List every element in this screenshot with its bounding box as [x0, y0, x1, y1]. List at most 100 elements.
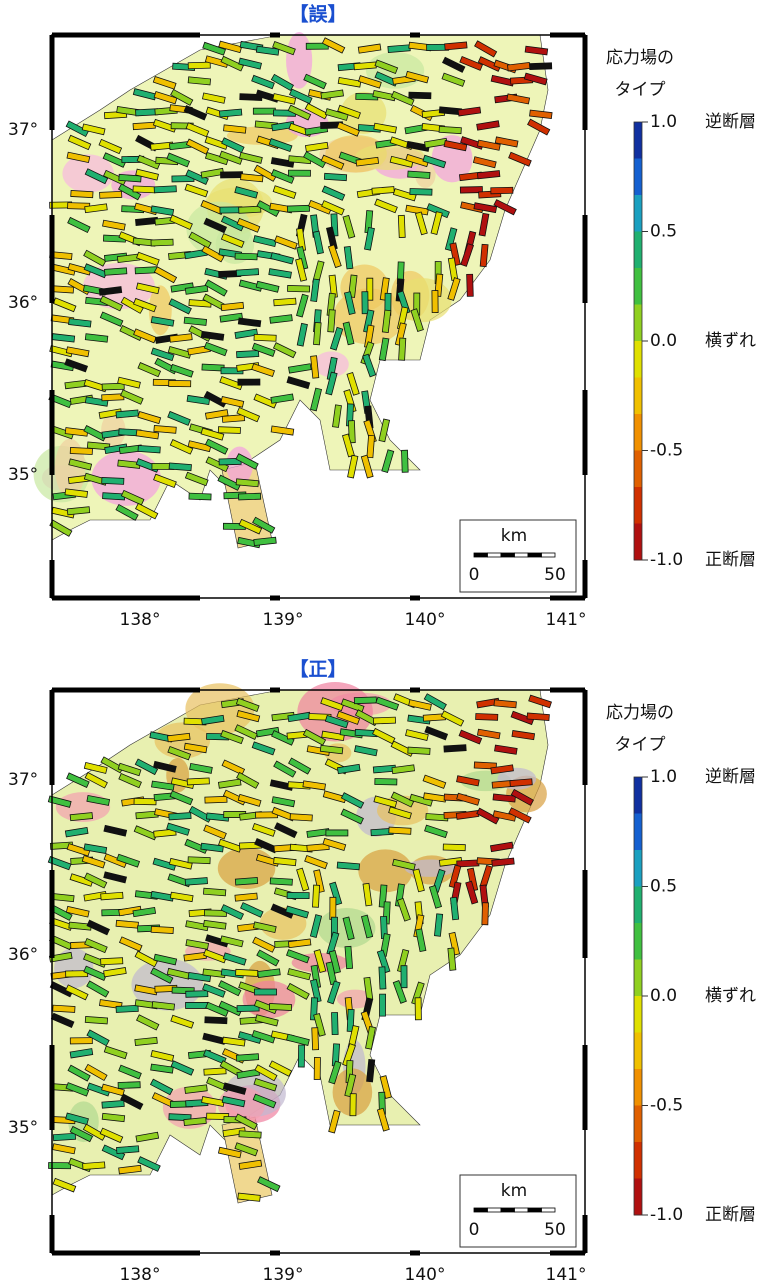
stress-glyph: [234, 328, 259, 339]
stress-glyph: [508, 151, 532, 167]
stress-glyph: [220, 396, 245, 408]
stress-glyph: [184, 1084, 208, 1094]
stress-glyph: [153, 473, 177, 489]
stress-glyph: [187, 61, 211, 70]
stress-glyph: [415, 928, 427, 953]
stress-glyph: [309, 978, 322, 1003]
stress-glyph: [152, 760, 177, 773]
lat-label: 35°: [8, 465, 38, 485]
scale-start: 0: [469, 565, 480, 585]
stress-glyph: [84, 1063, 108, 1082]
stress-glyph: [65, 1112, 89, 1126]
stress-glyph: [320, 89, 344, 100]
stress-glyph: [456, 775, 480, 787]
legend-title: タイプ: [615, 80, 666, 100]
stress-glyph: [99, 1127, 124, 1144]
stress-glyph: [201, 92, 226, 104]
stress-glyph: [252, 1093, 277, 1109]
stress-glyph: [288, 363, 312, 374]
stress-glyph: [183, 105, 208, 121]
stress-glyph: [222, 1082, 247, 1095]
stress-glyph: [252, 516, 276, 534]
stress-glyph: [481, 902, 489, 926]
stress-glyph: [83, 872, 108, 889]
colorbar-step: [634, 959, 642, 997]
stress-glyph: [86, 1029, 110, 1047]
stress-glyph: [363, 309, 375, 334]
stress-glyph: [362, 353, 377, 378]
stress-glyph: [64, 488, 89, 498]
stress-glyph: [137, 1156, 161, 1172]
stress-glyph: [379, 277, 390, 301]
stress-glyph: [457, 106, 482, 117]
stress-glyph: [405, 729, 429, 742]
stress-glyph: [236, 407, 261, 423]
stress-glyph: [493, 199, 517, 216]
scale-unit: km: [501, 526, 527, 546]
stress-glyph: [115, 919, 139, 929]
stress-glyph: [449, 242, 461, 267]
stress-glyph: [83, 761, 108, 774]
stress-glyph: [103, 967, 127, 978]
stress-glyph: [170, 282, 194, 293]
stress-glyph: [331, 1012, 339, 1036]
stress-glyph: [397, 214, 406, 238]
stress-glyph: [169, 333, 193, 343]
stress-glyph: [217, 980, 242, 997]
stress-glyph: [304, 102, 329, 120]
stress-glyph: [234, 252, 258, 261]
stress-glyph: [168, 1113, 192, 1122]
stress-glyph: [135, 282, 160, 295]
stress-glyph: [253, 393, 278, 409]
stress-glyph: [270, 393, 294, 404]
stress-glyph: [235, 268, 260, 277]
lat-label: 37°: [8, 120, 38, 140]
stress-glyph: [366, 277, 374, 301]
lon-label: 140°: [405, 610, 446, 630]
stress-glyph: [492, 810, 517, 822]
stress-glyph: [412, 868, 425, 893]
stress-glyph: [296, 322, 308, 347]
stress-glyph: [390, 90, 415, 107]
stress-glyph: [120, 1093, 144, 1111]
stress-glyph: [118, 936, 143, 952]
stress-glyph: [443, 744, 467, 753]
stress-glyph: [238, 57, 262, 70]
stress-glyph: [388, 806, 412, 820]
stress-glyph: [185, 122, 210, 138]
stress-glyph: [493, 699, 517, 709]
lon-label: 139°: [263, 1265, 304, 1283]
stress-glyph: [272, 185, 297, 200]
stress-glyph: [220, 301, 245, 312]
stress-glyph: [184, 877, 208, 886]
colorbar-step: [634, 1069, 642, 1106]
stress-glyph: [220, 233, 245, 248]
stress-glyph: [186, 777, 210, 786]
lat-label: 36°: [8, 293, 38, 313]
stress-glyph: [374, 778, 398, 786]
stress-glyph: [84, 203, 108, 214]
stress-glyph: [234, 186, 259, 199]
stress-glyph: [389, 155, 414, 168]
stress-glyph: [396, 897, 411, 922]
stress-glyph: [133, 328, 157, 344]
stress-glyph: [473, 202, 498, 214]
stress-glyph: [268, 268, 292, 279]
stress-glyph: [221, 759, 246, 776]
stress-glyph: [84, 396, 109, 407]
lat-label: 37°: [8, 770, 38, 790]
stress-glyph: [324, 714, 349, 729]
stress-glyph: [185, 920, 209, 932]
stress-glyph: [188, 231, 212, 249]
stress-glyph: [204, 795, 228, 804]
stress-glyph: [84, 771, 108, 789]
stress-glyph: [117, 762, 142, 777]
stress-glyph: [150, 1050, 175, 1062]
stress-glyph: [98, 286, 123, 296]
stress-glyph: [252, 921, 277, 934]
stress-glyph: [376, 1107, 390, 1132]
lon-label: 141°: [546, 1265, 587, 1283]
colorbar-label: 0.0: [650, 331, 677, 351]
scale-segment: [527, 1207, 542, 1213]
stress-glyph: [448, 931, 461, 956]
